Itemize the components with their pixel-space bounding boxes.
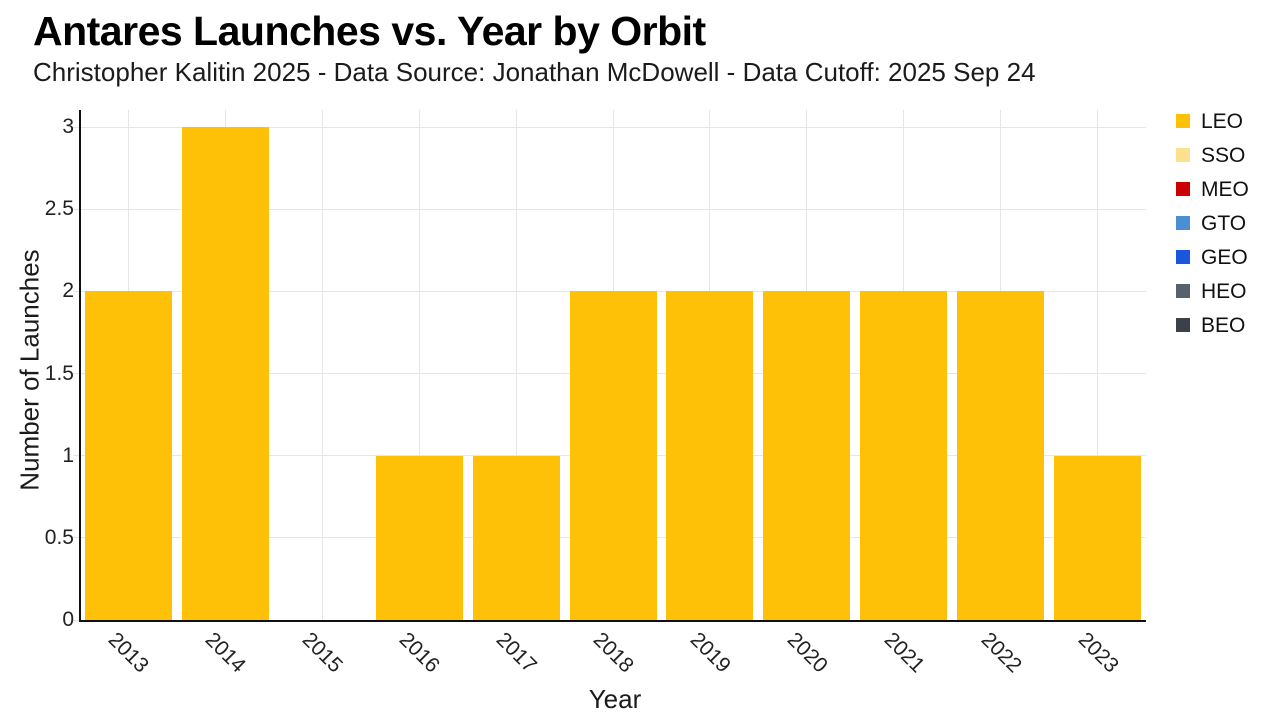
bar-2023-LEO <box>1054 455 1142 620</box>
x-tick-label: 2022 <box>976 627 1026 678</box>
legend-swatch-sso <box>1176 148 1190 162</box>
gridline-horizontal <box>73 126 1146 128</box>
bar-2019-LEO <box>666 291 754 620</box>
legend-item-gto[interactable]: GTO <box>1176 206 1249 240</box>
legend-item-heo[interactable]: HEO <box>1176 274 1249 308</box>
gridline-vertical <box>321 110 323 620</box>
x-tick-label: 2015 <box>297 627 348 678</box>
y-tick-label: 2 <box>62 279 74 303</box>
legend-label: MEO <box>1201 177 1249 201</box>
gridline-horizontal <box>73 208 1146 210</box>
x-axis-line <box>79 620 1146 622</box>
legend-label: LEO <box>1201 109 1244 133</box>
legend-swatch-beo <box>1176 318 1190 332</box>
x-tick-label: 2019 <box>685 627 735 678</box>
chart-title: Antares Launches vs. Year by Orbit <box>33 8 706 54</box>
legend-swatch-leo <box>1176 114 1190 128</box>
x-tick-label: 2021 <box>879 627 929 678</box>
bar-2014-LEO <box>181 127 269 620</box>
y-tick-label: 0 <box>62 608 74 631</box>
x-tick-label: 2023 <box>1073 627 1123 678</box>
y-axis-title: Number of Launches <box>14 249 45 491</box>
legend-item-meo[interactable]: MEO <box>1176 172 1249 206</box>
y-tick-label: 2.5 <box>44 197 74 221</box>
bar-2018-LEO <box>569 291 657 620</box>
bar-2013-LEO <box>84 291 172 620</box>
bar-2020-LEO <box>763 291 851 620</box>
legend-item-sso[interactable]: SSO <box>1176 138 1249 172</box>
legend-label: GTO <box>1201 211 1247 235</box>
legend-swatch-geo <box>1176 250 1190 264</box>
legend-label: HEO <box>1201 279 1247 303</box>
bar-2016-LEO <box>375 455 463 620</box>
gridline-vertical <box>418 110 420 620</box>
y-tick-label: 0.5 <box>44 525 74 549</box>
bar-2021-LEO <box>860 291 948 620</box>
x-tick-label: 2013 <box>104 627 154 678</box>
legend-swatch-heo <box>1176 284 1190 298</box>
x-tick-label: 2020 <box>782 627 832 678</box>
y-tick-label: 1.5 <box>44 361 74 385</box>
y-axis-line <box>79 110 81 622</box>
legend-label: GEO <box>1201 245 1248 269</box>
x-tick-label: 2016 <box>394 627 445 678</box>
gridline-vertical <box>515 110 517 620</box>
legend: LEO SSO MEO GTO GEO HEO BEO <box>1176 104 1249 342</box>
legend-label: BEO <box>1201 313 1246 337</box>
bar-2017-LEO <box>472 455 560 620</box>
gridline-vertical <box>1097 110 1099 620</box>
y-tick-label: 1 <box>62 443 74 467</box>
x-tick-label: 2018 <box>588 627 639 678</box>
legend-swatch-gto <box>1176 216 1190 230</box>
bar-2022-LEO <box>957 291 1045 620</box>
y-tick-label: 3 <box>62 115 74 138</box>
legend-swatch-meo <box>1176 182 1190 196</box>
legend-item-leo[interactable]: LEO <box>1176 104 1249 138</box>
legend-item-beo[interactable]: BEO <box>1176 308 1249 342</box>
x-axis-title: Year <box>588 684 642 714</box>
legend-item-geo[interactable]: GEO <box>1176 240 1249 274</box>
chart-subtitle: Christopher Kalitin 2025 - Data Source: … <box>33 57 1036 87</box>
legend-label: SSO <box>1201 143 1246 167</box>
x-tick-label: 2017 <box>491 627 542 678</box>
x-tick-label: 2014 <box>201 627 251 678</box>
